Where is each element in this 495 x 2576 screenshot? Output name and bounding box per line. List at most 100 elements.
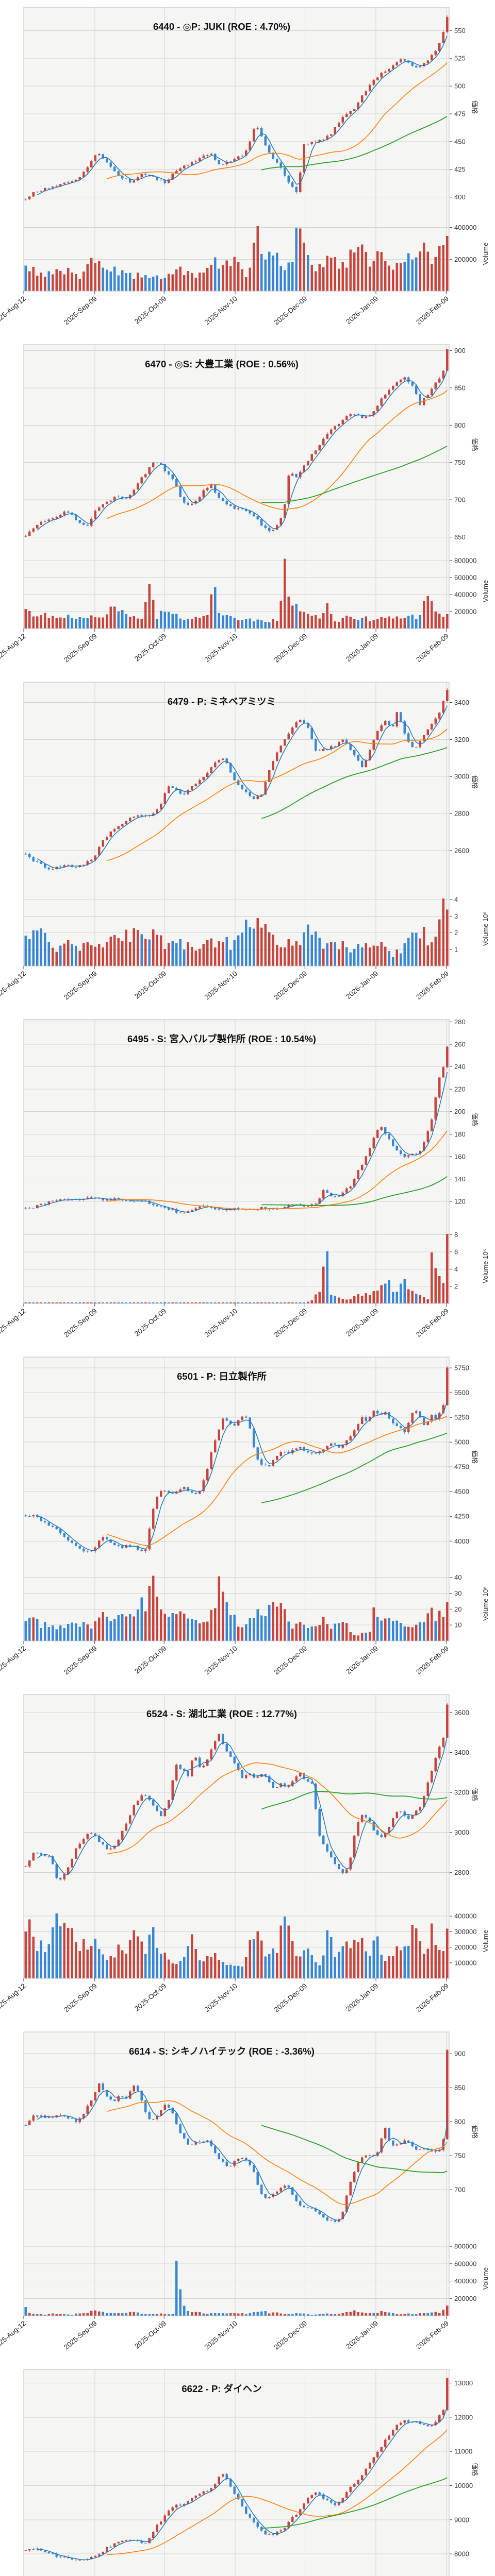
candlesticks	[24, 2049, 449, 2224]
date-tick-label: 2026-Feb-09	[415, 1645, 450, 1676]
volume-tick-label: 400000	[454, 2277, 476, 2285]
date-tick-label: 2025-Sep-09	[62, 970, 98, 1002]
date-tick-label: 2025-Aug-12	[0, 1307, 27, 1339]
volume-tick-label: 600000	[454, 574, 476, 582]
chart-title: 6479 - P: ミネベアミツミ	[168, 696, 276, 707]
price-tick-label: 3400	[454, 1749, 469, 1756]
price-tick-label: 4500	[454, 1488, 469, 1496]
date-tick-label: 2026-Feb-09	[415, 2319, 450, 2351]
ma-long-line	[261, 747, 448, 819]
date-tick-label: 2026-Jan-09	[344, 2319, 380, 2350]
date-tick-label: 2025-Nov-10	[203, 632, 239, 664]
price-tick-label: 3000	[454, 1828, 469, 1836]
price-tick-label: 700	[454, 2186, 466, 2194]
stock-chart-6614: 7007508008509002000004000006000008000002…	[0, 2031, 489, 2351]
plot-frame	[23, 1357, 450, 1641]
price-tick-label: 140	[454, 1175, 466, 1183]
date-tick-label: 2025-Aug-12	[0, 2319, 27, 2351]
date-tick-label: 2025-Aug-12	[0, 1982, 27, 2014]
price-tick-label: 5500	[454, 1389, 469, 1397]
date-axis-labels: 2025-Aug-12 2025-Sep-09 2025-Oct-09 2025-No…	[0, 1978, 450, 2013]
price-tick-label: 425	[454, 165, 466, 173]
date-tick-label: 2025-Nov-10	[203, 970, 239, 1002]
volume-bars	[24, 1233, 449, 1303]
chart-title: 6470 - ◎S: 大豊工業 (ROE : 0.56%)	[145, 359, 299, 369]
ma-long-line	[261, 1432, 448, 1503]
chart-panel-6501: 4000 4250 4500 4750 5000 5250 5500 5750 10 20 30 40…	[0, 1350, 495, 1687]
volume-bars	[24, 226, 449, 291]
volume-tick-label: 4	[454, 1265, 458, 1273]
price-tick-label: 2600	[454, 846, 469, 854]
ma-short-line	[37, 2090, 448, 2221]
price-tick-label: 850	[454, 384, 466, 392]
chart-panel-6622: 80009000100001100012000130000.51.01.5202…	[0, 2362, 495, 2576]
volume-bars	[24, 898, 449, 966]
plot-frame	[23, 2369, 450, 2576]
date-axis-labels: 2025-Aug-12 2025-Sep-09 2025-Oct-09 2025-No…	[0, 966, 450, 1001]
date-tick-label: 2026-Jan-09	[344, 1982, 380, 2013]
date-tick-label: 2025-Dec-09	[273, 970, 308, 1002]
plot-background	[24, 2032, 449, 2316]
volume-axis-title: Volume	[482, 580, 489, 602]
candlesticks	[24, 688, 449, 871]
volume-tick-label: 800000	[454, 557, 476, 565]
price-axis-ticks: 2600 2800 3000 3200 3400	[450, 699, 469, 854]
price-tick-label: 9000	[454, 2516, 469, 2523]
volume-tick-label: 30	[454, 1589, 461, 1597]
plot-frame	[23, 2031, 450, 2316]
volume-tick-label: 400000	[454, 1912, 476, 1920]
date-tick-label: 2025-Nov-10	[203, 1307, 239, 1339]
volume-tick-label: 2	[454, 1282, 458, 1290]
price-tick-label: 900	[454, 2050, 466, 2058]
price-tick-label: 4250	[454, 1513, 469, 1520]
date-tick-label: 2025-Oct-09	[133, 1982, 168, 2013]
volume-bars	[24, 558, 449, 629]
date-tick-label: 2025-Aug-12	[0, 632, 27, 664]
price-tick-label: 5000	[454, 1438, 469, 1446]
date-tick-label: 2025-Nov-10	[203, 2319, 239, 2351]
plot-background	[24, 1357, 449, 1641]
plot-background	[24, 2369, 449, 2576]
price-tick-label: 500	[454, 82, 466, 90]
plot-frame	[23, 344, 450, 629]
price-tick-label: 800	[454, 421, 466, 429]
price-tick-label: 12000	[454, 2413, 473, 2421]
date-tick-label: 2025-Sep-09	[62, 632, 98, 664]
date-tick-label: 2025-Sep-09	[62, 1645, 98, 1676]
candlesticks	[24, 349, 449, 537]
chart-title: 6524 - S: 湖北工業 (ROE : 12.77%)	[146, 1708, 297, 1719]
date-axis-labels: 2025-Aug-12 2025-Sep-09 2025-Oct-09 2025-No…	[0, 1641, 450, 1676]
date-tick-label: 2025-Sep-09	[62, 1307, 98, 1339]
ma-long-line	[261, 445, 448, 503]
price-tick-label: 2800	[454, 1869, 469, 1876]
volume-tick-label: 2	[454, 929, 458, 937]
ma-mid-line	[107, 1415, 448, 1546]
chart-panel-6495: 120 140 160 180 200 220 240 260 280 2 4 6 8 2025-Aug-…	[0, 1012, 495, 1350]
volume-tick-label: 6	[454, 1248, 458, 1256]
price-tick-label: 3000	[454, 773, 469, 781]
volume-tick-label: 20	[454, 1605, 461, 1613]
plot-frame	[23, 1019, 450, 1304]
volume-axis-title: Volume 10⁶	[482, 1249, 489, 1283]
price-tick-label: 750	[454, 2152, 466, 2160]
ma-short-line	[37, 36, 448, 195]
price-tick-label: 280	[454, 1018, 466, 1026]
volume-axis-title: Volume	[482, 2267, 489, 2290]
date-tick-label: 2025-Nov-10	[203, 295, 239, 327]
date-axis-labels: 2025-Aug-12 2025-Sep-09 2025-Oct-09 2025-No…	[0, 2316, 450, 2351]
ma-short-line	[37, 1401, 448, 1551]
volume-tick-label: 600000	[454, 2260, 476, 2267]
ma-short-line	[37, 1736, 448, 1875]
price-tick-label: 3400	[454, 699, 469, 706]
chart-panel-6479: 2600 2800 3000 3200 3400 1 2 3 4 2025-Aug-12 2025-…	[0, 675, 495, 1012]
chart-panel-6470: 650 700 750 800 850 900 200000 400000 600000 8000…	[0, 337, 495, 675]
price-tick-label: 240	[454, 1063, 466, 1071]
date-tick-label: 2026-Jan-09	[344, 295, 380, 326]
ma-short-line	[37, 705, 448, 869]
volume-tick-label: 100000	[454, 1959, 476, 1967]
volume-tick-label: 400000	[454, 591, 476, 599]
candlesticks	[24, 1703, 449, 1881]
date-tick-label: 2025-Oct-09	[133, 1645, 168, 1675]
price-tick-label: 700	[454, 496, 466, 504]
plot-background	[24, 1020, 449, 1303]
